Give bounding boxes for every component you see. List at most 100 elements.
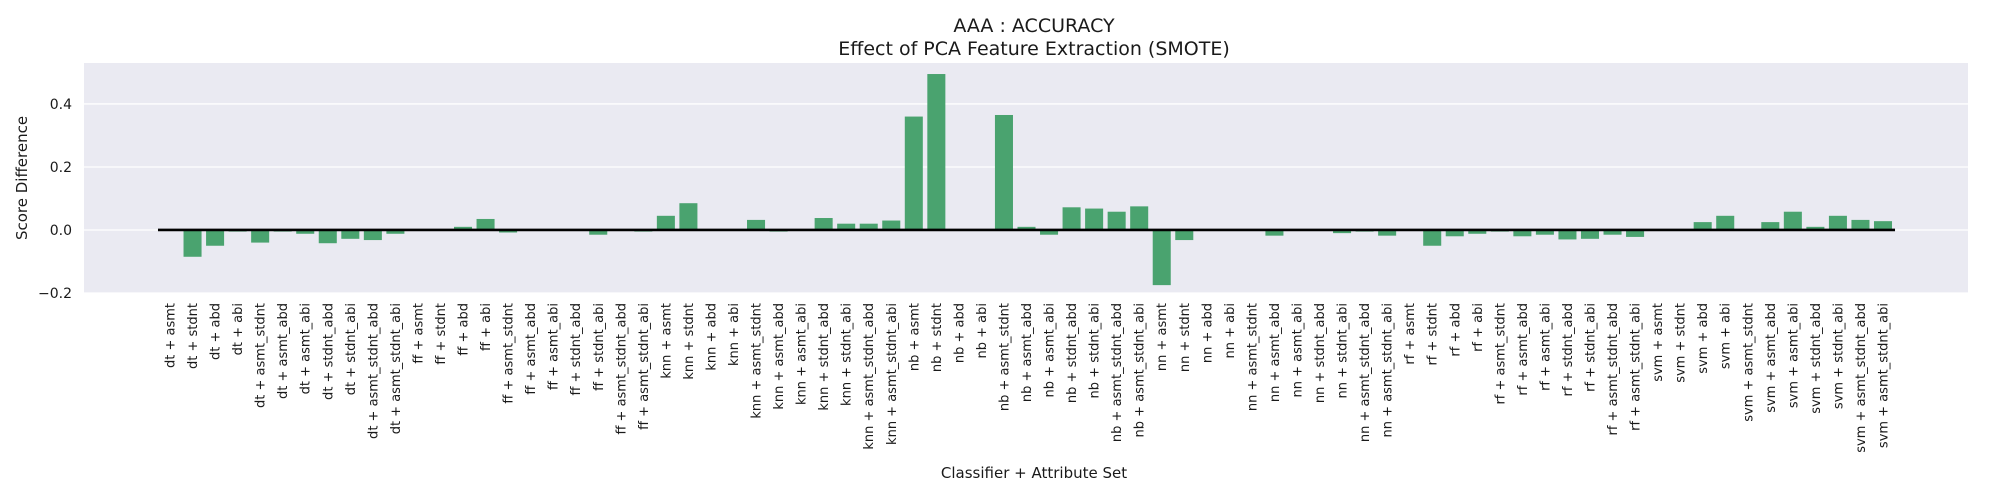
bar [206,229,225,246]
x-tick-label: ff + stdnt_abi [592,303,607,391]
x-tick-label: rf + asmt_abi [1538,303,1553,391]
x-tick-label: dt + asmt_stdnt_abd [366,303,381,439]
x-tick-label: nn + stdnt_abd [1313,303,1328,403]
x-tick-label: dt + stdnt [186,303,201,369]
x-tick-label: ff + abi [479,303,494,351]
x-tick-label: svm + stdnt_abd [1809,303,1824,414]
x-tick-label: nb + abd [952,303,967,363]
x-tick-label: nb + asmt_abd [1020,303,1035,402]
x-tick-label: nn + asmt_stdnt_abi [1381,303,1396,437]
bar [1130,206,1149,230]
x-tick-label: ff + asmt_stdnt_abi [637,303,652,430]
x-tick-label: dt + asmt_abd [276,303,291,399]
x-tick-label: rf + stdnt_abi [1583,303,1598,392]
x-tick-label: dt + asmt_abi [299,303,314,394]
y-tick-label: 0.2 [50,160,72,176]
x-tick-label: knn + asmt_stdnt_abi [885,303,900,445]
bar [251,229,270,243]
y-tick-label: −0.2 [38,286,72,302]
x-tick-label: nn + abi [1223,303,1238,358]
x-tick-label: rf + stdnt [1426,303,1441,366]
bar [1062,207,1081,230]
bar [1333,229,1352,234]
x-tick-label: nn + asmt_stdnt [1245,303,1260,411]
bar [656,215,675,230]
bar [589,229,608,235]
x-tick-label: svm + stdnt [1674,303,1689,383]
x-tick-label: rf + asmt_abd [1516,303,1531,396]
bar [1873,221,1893,230]
bar [679,203,698,230]
x-tick-label: knn + abd [704,303,719,371]
bar [296,229,315,234]
x-tick-label: ff + stdnt [434,303,449,365]
x-tick-label: nn + asmt_stdnt_abd [1358,303,1373,442]
bar [363,229,382,241]
x-tick-label: nb + asmt_abi [1043,303,1058,397]
bar [1445,229,1464,237]
bar [994,114,1013,230]
x-tick-label: rf + asmt_stdnt_abi [1629,303,1644,431]
x-tick-label: dt + asmt [164,303,179,368]
x-tick-label: knn + asmt_stdnt_abd [862,303,877,450]
bar [1603,229,1622,235]
y-tick-label: 0.0 [50,223,72,239]
x-tick-label: ff + asmt_stdnt [502,303,517,404]
x-tick-label: rf + asmt [1403,303,1418,365]
bar [904,116,923,230]
bar [1040,229,1059,235]
x-axis-label: Classifier + Attribute Set [941,464,1127,482]
x-tick-label: knn + asmt_abi [795,303,810,405]
chart-title: AAA : ACCURACY [953,15,1115,37]
x-tick-label: svm + abi [1719,303,1734,369]
x-tick-label: svm + abd [1696,303,1711,374]
x-tick-label: knn + asmt_stdnt [750,303,765,419]
x-tick-label: svm + stdnt_abi [1831,303,1846,409]
x-tick-label: nb + asmt_stdnt [997,303,1012,411]
bar [882,220,901,230]
bar [1085,208,1104,230]
bar [1152,229,1171,286]
bar [1783,211,1802,230]
bar [1017,226,1036,230]
x-tick-label: ff + asmt_abi [547,303,562,390]
x-tick-label: nn + abd [1200,303,1215,363]
bar [859,223,878,230]
x-tick-label: dt + abd [209,303,224,360]
bar [1378,229,1397,236]
bar [1423,229,1442,246]
bar [1851,219,1870,230]
plot-area [84,63,1968,293]
x-tick-label: nb + abi [975,303,990,358]
x-tick-label: dt + asmt_stdnt [254,303,269,408]
x-tick-label: svm + asmt_stdnt_abi [1877,303,1892,448]
x-tick-label: nn + stdnt [1178,303,1193,372]
x-tick-label: rf + abi [1471,303,1486,352]
bar [1806,226,1825,230]
bar [1175,229,1194,241]
x-tick-label: rf + abd [1448,303,1463,357]
x-tick-label: nb + stdnt_abd [1065,303,1080,403]
x-tick-label: ff + asmt [411,303,426,364]
bar [1716,215,1735,230]
bar [341,229,360,239]
x-tick-label: nb + asmt_stdnt_abd [1110,303,1125,442]
bar [1761,222,1780,230]
x-tick-label: svm + asmt_stdnt_abd [1854,303,1869,453]
x-tick-label: nn + stdnt_abi [1336,303,1351,398]
x-tick-label: rf + asmt_stdnt [1493,303,1508,405]
x-tick-label: nn + asmt_abi [1290,303,1305,397]
y-axis-label: Score Difference [13,116,31,240]
x-tick-label: nb + stdnt [930,303,945,372]
bar [1693,222,1712,230]
bar [386,229,405,234]
x-tick-label: knn + asmt [659,303,674,379]
bar [1558,229,1577,240]
x-tick-label: dt + stdnt_abd [321,303,336,400]
bars [183,74,1893,286]
y-tick-labels: −0.2 0.0 0.2 0.4 [38,97,72,302]
bar [318,229,337,244]
x-tick-label: svm + asmt_stdnt [1741,303,1756,422]
x-tick-label: nb + asmt_stdnt_abi [1133,303,1148,437]
bar [927,74,946,230]
